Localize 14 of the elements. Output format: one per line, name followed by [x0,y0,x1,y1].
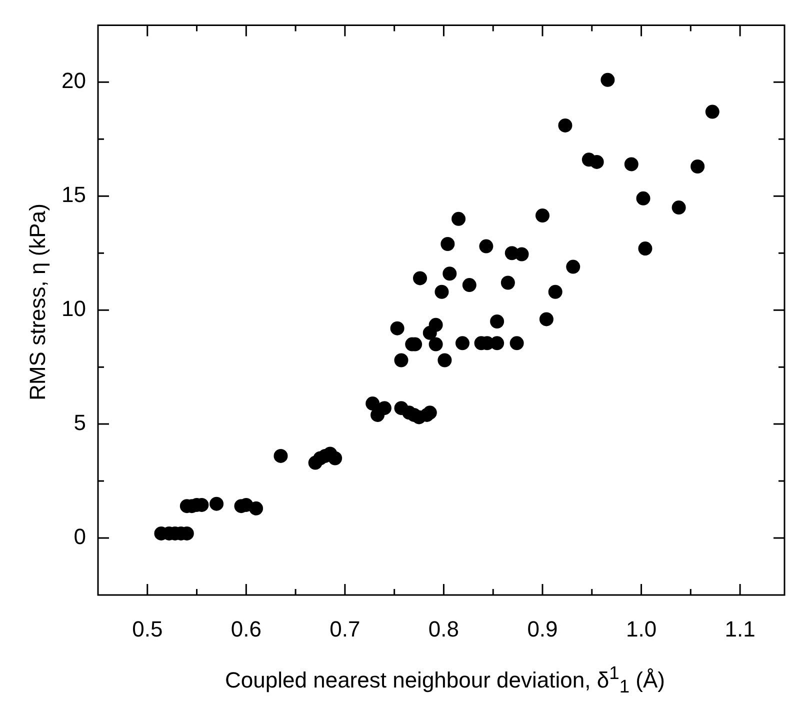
x-tick-label: 0.6 [230,616,262,642]
y-axis-title: RMS stress, η (kPa) [25,204,51,400]
x-tick-label: 1.0 [626,616,657,642]
y-tick-label: 5 [74,410,86,436]
x-tick-label: 0.9 [527,616,558,642]
x-tick-label: 0.7 [330,616,360,642]
y-tick-label: 20 [62,68,86,94]
y-tick-label: 0 [74,524,86,550]
x-tick-label: 1.1 [724,616,756,642]
x-tick-label: 0.8 [428,616,460,642]
y-tick-label: 10 [62,296,86,322]
y-tick-label: 15 [62,182,86,208]
x-tick-label: 0.5 [132,616,163,642]
x-axis-title: Coupled nearest neighbour deviation, δ$^{1}$$_{1}$ (Å) [224,662,666,698]
